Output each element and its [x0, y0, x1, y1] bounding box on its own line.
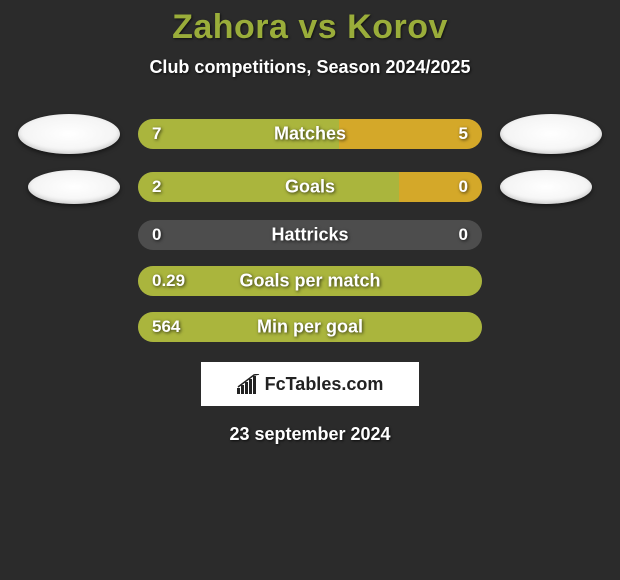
stat-left-value: 7	[152, 124, 161, 144]
subtitle: Club competitions, Season 2024/2025	[0, 57, 620, 78]
stat-bar-matches: 7 Matches 5	[138, 119, 482, 149]
stat-row: 0 Hattricks 0	[0, 220, 620, 250]
stat-label: Matches	[274, 124, 346, 145]
page-title: Zahora vs Korov	[0, 8, 620, 47]
stat-row: 564 Min per goal	[0, 312, 620, 342]
stat-label: Goals	[285, 177, 335, 198]
stat-left-value: 2	[152, 177, 161, 197]
player-left-avatar	[28, 170, 120, 204]
stat-bar-hattricks: 0 Hattricks 0	[138, 220, 482, 250]
comparison-widget: Zahora vs Korov Club competitions, Seaso…	[0, 0, 620, 445]
stat-rows: 7 Matches 5 2 Goals 0	[0, 114, 620, 342]
bar-left-fill	[138, 172, 399, 202]
stat-left-value: 0.29	[152, 271, 185, 291]
stat-bar-min-per-goal: 564 Min per goal	[138, 312, 482, 342]
stat-left-value: 0	[152, 225, 161, 245]
chart-bars-icon	[237, 374, 261, 394]
bar-right-fill	[399, 172, 482, 202]
stat-row: 7 Matches 5	[0, 114, 620, 154]
stat-right-value: 5	[459, 124, 468, 144]
stat-row: 0.29 Goals per match	[0, 266, 620, 296]
source-logo[interactable]: FcTables.com	[201, 362, 419, 406]
logo-text: FcTables.com	[265, 374, 384, 395]
stat-left-value: 564	[152, 317, 180, 337]
stat-right-value: 0	[459, 225, 468, 245]
player-left-avatar	[18, 114, 120, 154]
player-right-avatar	[500, 170, 592, 204]
stat-label: Hattricks	[271, 225, 348, 246]
stat-bar-goals: 2 Goals 0	[138, 172, 482, 202]
player-right-avatar	[500, 114, 602, 154]
date-label: 23 september 2024	[0, 424, 620, 445]
stat-right-value: 0	[459, 177, 468, 197]
stat-label: Goals per match	[239, 271, 380, 292]
stat-row: 2 Goals 0	[0, 170, 620, 204]
stat-bar-goals-per-match: 0.29 Goals per match	[138, 266, 482, 296]
stat-label: Min per goal	[257, 317, 363, 338]
